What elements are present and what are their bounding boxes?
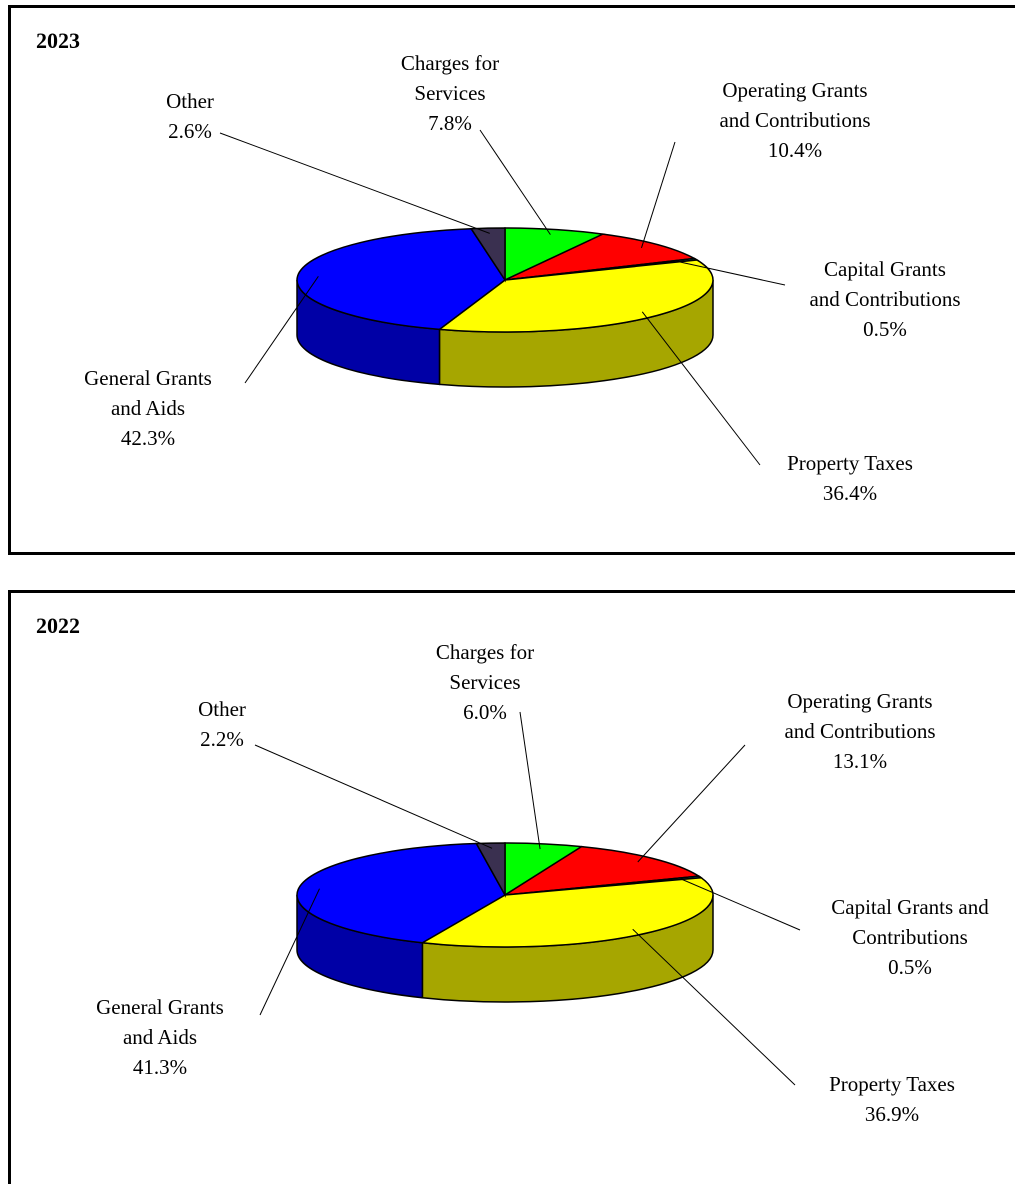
- label-line: Operating Grants: [787, 689, 932, 713]
- label-line: and Aids: [111, 396, 185, 420]
- slice-label: General Grants and Aids: [84, 366, 212, 420]
- label-line: Property Taxes: [787, 451, 913, 475]
- slice-label: Charges for Services: [401, 51, 499, 105]
- leader-line: [479, 129, 551, 235]
- pie-chart: 2023 Charges for Services 7.8% Operating Gra…: [8, 5, 1015, 555]
- slice-label: Operating Grants and Contributions: [784, 689, 935, 743]
- label-line: and Contributions: [809, 287, 960, 311]
- label-line: Services: [414, 81, 485, 105]
- pie-slice: [504, 227, 606, 282]
- label-line: Contributions: [852, 925, 968, 949]
- label-line: Property Taxes: [829, 1072, 955, 1096]
- leader-line: [219, 132, 490, 234]
- label-line: and Aids: [123, 1025, 197, 1049]
- value-label: 7.8%: [428, 111, 472, 135]
- slice-label: Operating Grants and Contributions: [719, 78, 870, 132]
- leader-line: [640, 141, 676, 249]
- label-line: Services: [449, 670, 520, 694]
- slice-label: Capital Grants and Contributions: [809, 257, 960, 311]
- leader-line: [254, 744, 493, 849]
- label-line: Capital Grants and: [831, 895, 989, 919]
- side-shade: [297, 280, 440, 385]
- pie-slice: [504, 845, 702, 896]
- value-label: 2.6%: [168, 119, 212, 143]
- slice-label: Other: [198, 697, 246, 721]
- value-label: 2.2%: [200, 727, 244, 751]
- panel-border: [8, 590, 1015, 1184]
- label-line: Charges for: [401, 51, 499, 75]
- side-shade: [439, 280, 713, 388]
- slice-label: Other: [166, 89, 214, 113]
- label-line: Other: [166, 89, 214, 113]
- slice-label: Charges for Services: [436, 640, 534, 694]
- chart-title: 2022: [36, 613, 80, 638]
- value-label: 10.4%: [768, 138, 822, 162]
- value-label: 0.5%: [863, 317, 907, 341]
- pie-chart: 2022 Charges for Services 6.0% Operating Gra…: [8, 590, 1015, 1184]
- panel-border: [8, 5, 1015, 555]
- leader-line: [641, 311, 761, 466]
- slice-label: Property Taxes: [787, 451, 913, 475]
- side-shade: [422, 895, 713, 1002]
- label-line: Operating Grants: [722, 78, 867, 102]
- value-label: 41.3%: [133, 1055, 187, 1079]
- value-label: 0.5%: [888, 955, 932, 979]
- pie-slice: [504, 233, 697, 281]
- label-line: General Grants: [96, 995, 224, 1019]
- value-label: 13.1%: [833, 749, 887, 773]
- leader-line: [244, 276, 319, 384]
- slice-label: Property Taxes: [829, 1072, 955, 1096]
- side-shade: [297, 895, 423, 998]
- slice-label: Capital Grants and Contributions: [831, 895, 989, 949]
- label-line: and Contributions: [719, 108, 870, 132]
- label-line: and Contributions: [784, 719, 935, 743]
- label-line: General Grants: [84, 366, 212, 390]
- value-label: 36.9%: [865, 1102, 919, 1126]
- leader-line: [519, 711, 541, 850]
- pie-slice: [296, 227, 507, 331]
- label-line: Capital Grants: [824, 257, 946, 281]
- pie-slice: [296, 842, 507, 944]
- leader-line: [259, 888, 320, 1016]
- value-label: 42.3%: [121, 426, 175, 450]
- label-line: Other: [198, 697, 246, 721]
- chart-title: 2023: [36, 28, 80, 53]
- leader-line: [680, 878, 801, 931]
- pie-slice: [469, 227, 506, 283]
- slice-label: General Grants and Aids: [96, 995, 224, 1049]
- pie-slice: [475, 842, 506, 898]
- value-label: 36.4%: [823, 481, 877, 505]
- value-label: 6.0%: [463, 700, 507, 724]
- leader-line: [637, 744, 746, 863]
- leader-line: [632, 928, 796, 1086]
- leader-line: [676, 260, 786, 286]
- label-line: Charges for: [436, 640, 534, 664]
- pie-slice: [437, 259, 714, 333]
- pie-slice: [420, 876, 714, 948]
